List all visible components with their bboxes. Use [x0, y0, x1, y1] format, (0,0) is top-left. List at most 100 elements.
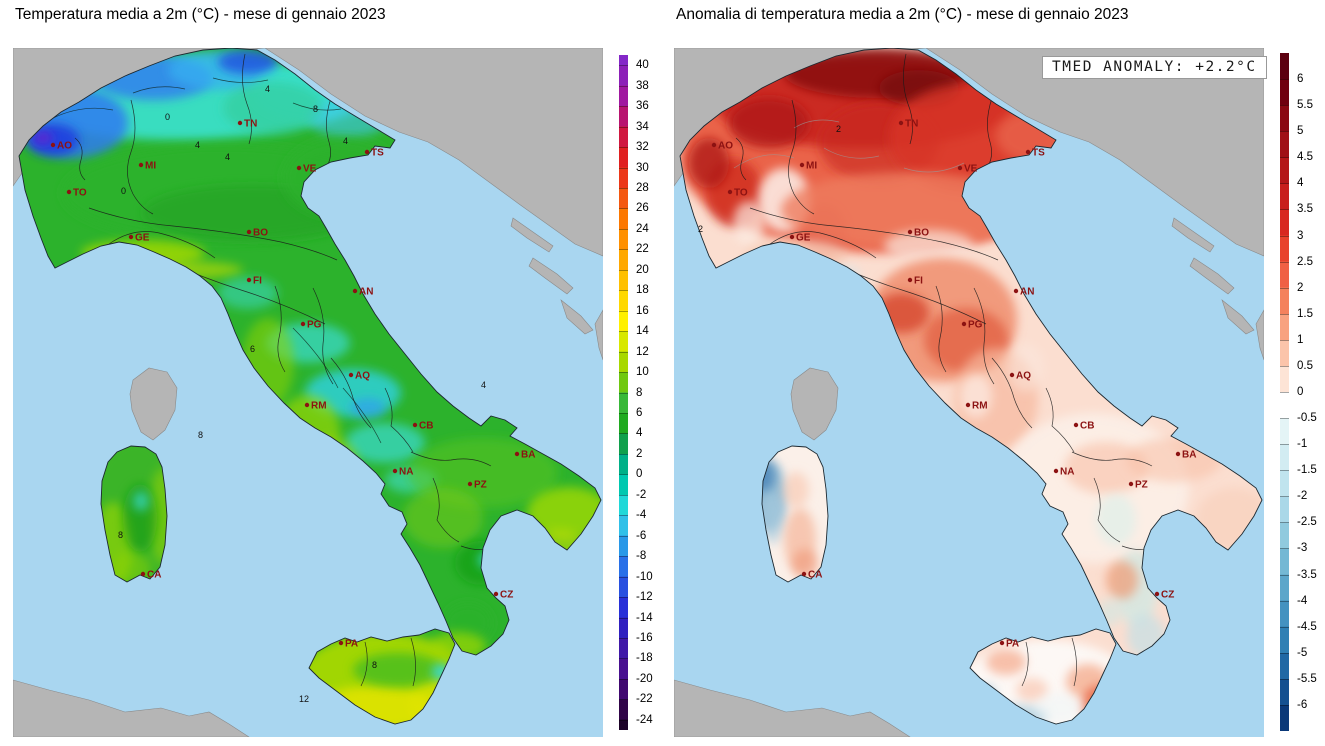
colorbar-gradient	[1280, 53, 1289, 731]
colorbar-label: -1	[1297, 438, 1308, 451]
colorbar-label: 1	[1297, 333, 1304, 346]
city-marker-AQ: AQ	[348, 371, 370, 382]
city-label: TO	[73, 188, 87, 199]
colorbar-label: 1.5	[1297, 307, 1313, 320]
colorbar-label: 36	[636, 100, 649, 113]
colorbar-tick	[1280, 626, 1289, 628]
city-marker-PA: PA	[999, 639, 1019, 650]
colorbar-label: 14	[636, 325, 649, 338]
city-marker-AO: AO	[711, 141, 733, 152]
land-nodata	[924, 47, 1265, 257]
city-marker-VE: VE	[296, 164, 317, 175]
city-label: AO	[57, 141, 72, 152]
city-label: CA	[808, 570, 822, 581]
colorbar-label: 28	[636, 181, 649, 194]
colorbar-tick	[619, 106, 628, 108]
city-marker-TO: TO	[66, 188, 87, 199]
city-label: CB	[1080, 421, 1094, 432]
city-marker-CZ: CZ	[1154, 590, 1174, 601]
region-border	[749, 207, 999, 261]
colorbar-tick	[619, 187, 628, 189]
anomaly-value-badge: TMED ANOMALY: +2.2°C	[1042, 56, 1267, 79]
city-marker-CA: CA	[140, 570, 161, 581]
city-marker-AN: AN	[1013, 287, 1034, 298]
city-marker-PA: PA	[338, 639, 358, 650]
city-label: PA	[345, 639, 358, 650]
colorbar-label: 4	[1297, 177, 1304, 190]
land-nodata	[528, 257, 574, 295]
region-border	[987, 97, 993, 167]
land-nodata	[510, 217, 554, 253]
city-marker-BA: BA	[1175, 450, 1196, 461]
colorbar-tick	[619, 290, 628, 292]
colorbar-gradient	[619, 55, 628, 730]
contour-label: 8	[313, 104, 318, 114]
region-border	[74, 137, 86, 181]
city-label: MI	[145, 161, 156, 172]
colorbar-label: -3	[1297, 542, 1308, 555]
colorbar-label: 4.5	[1297, 151, 1313, 164]
city-label: BA	[521, 450, 535, 461]
colorbar-tick	[619, 126, 628, 128]
city-label: CZ	[500, 590, 513, 601]
colorbar-tick	[1280, 704, 1289, 706]
colorbar-tick	[619, 474, 628, 476]
contour-line	[823, 147, 880, 159]
colorbar-tick	[1280, 548, 1289, 550]
map-svg: 2 2 AO TN TS VE MI TO GE BO FI AN PG AQ RM CB BA NA PZ CA CZ…	[673, 47, 1265, 738]
city-label: CB	[419, 421, 433, 432]
contour-line	[793, 119, 840, 129]
colorbar-tick	[1280, 261, 1289, 263]
colorbar-tick	[619, 617, 628, 619]
colorbar-label: 0	[1297, 386, 1304, 398]
colorbar-label: -20	[636, 672, 653, 685]
colorbar-label: -6	[1297, 698, 1308, 711]
colorbar-tick	[619, 556, 628, 558]
map-svg: 0 4 4 4 8 4 0 6 8 8 4 8 12 AO TN TS VE MI TO GE BO FI AN PG AQ RM…	[12, 47, 604, 738]
region-border	[1045, 387, 1075, 453]
contour-label: 8	[118, 530, 123, 540]
city-marker-MI: MI	[138, 161, 156, 172]
land-nodata	[129, 367, 178, 441]
city-marker-PZ: PZ	[467, 480, 487, 491]
colorbar-label: -2	[636, 488, 647, 501]
region-border	[410, 451, 492, 467]
city-marker-PZ: PZ	[1128, 480, 1148, 491]
city-label: CZ	[1161, 590, 1174, 601]
city-label: TN	[905, 119, 918, 130]
city-label: AQ	[1016, 371, 1031, 382]
city-marker-TN: TN	[237, 119, 257, 130]
colorbar-tick	[1280, 209, 1289, 211]
coastline	[761, 445, 829, 583]
colorbar-tick	[1280, 444, 1289, 446]
region-border	[330, 357, 372, 429]
contour-line	[292, 102, 342, 111]
colorbar-label: 6	[636, 406, 643, 419]
city-marker-PG: PG	[300, 320, 322, 331]
city-label: BA	[1182, 450, 1196, 461]
colorbar-label: 18	[636, 284, 649, 297]
region-border	[274, 285, 286, 373]
colorbar-tick	[619, 433, 628, 435]
colorbar-label: -12	[636, 591, 653, 604]
city-label: FI	[253, 276, 262, 287]
colorbar-tick	[1280, 392, 1289, 393]
temperature-map-title: Temperatura media a 2m (°C) - mese di ge…	[15, 6, 386, 23]
region-border	[360, 641, 368, 687]
temperature-colorbar: 40 38 36 34 32 30 28 26 24 22 20 18 16 14 12 10 8 6 4 2 0 -2-…	[619, 55, 673, 730]
contour-line	[212, 77, 269, 83]
colorbar-label: 16	[636, 304, 649, 317]
colorbar-tick	[619, 208, 628, 210]
city-label: MI	[806, 161, 817, 172]
region-border	[973, 287, 995, 385]
contour-label: 6	[250, 344, 255, 354]
colorbar-tick	[1280, 496, 1289, 498]
colorbar-label: 8	[636, 386, 643, 399]
contour-line	[52, 107, 114, 119]
city-label: NA	[399, 467, 413, 478]
colorbar-label: 10	[636, 366, 649, 379]
city-label: AN	[1020, 287, 1034, 298]
contour-line	[292, 327, 339, 389]
contour-label: 4	[225, 152, 230, 162]
colorbar-tick	[1280, 339, 1289, 341]
